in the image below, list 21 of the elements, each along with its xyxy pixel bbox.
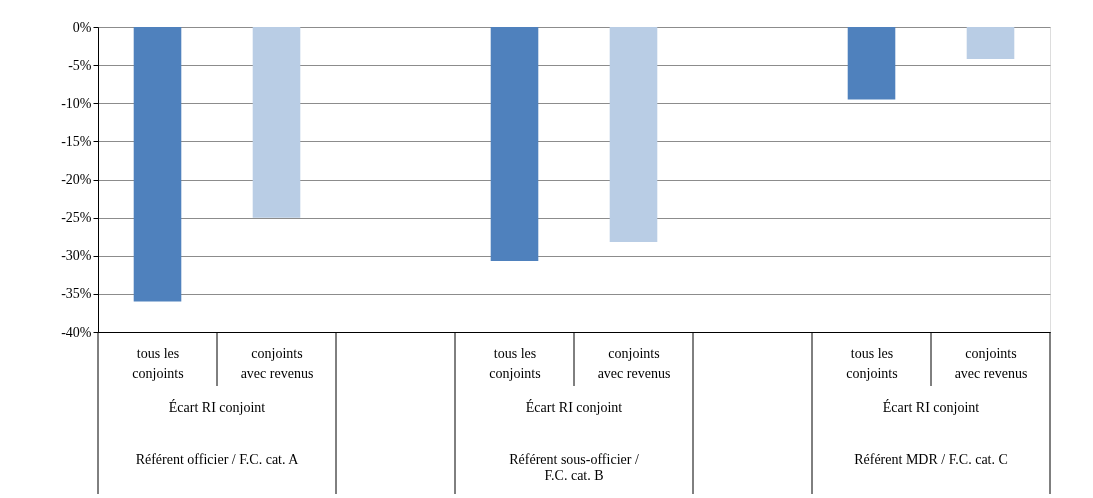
- text: Écart RI conjoint: [525, 399, 623, 415]
- y-tick-label: 0%: [72, 19, 92, 35]
- x-tick-label: tous les conjoints: [846, 345, 898, 381]
- y-tick-label: -15%: [61, 133, 92, 149]
- y-tick-label: -10%: [61, 95, 92, 111]
- y-tick-label: -35%: [61, 286, 92, 302]
- y-tick-label: -30%: [61, 248, 92, 264]
- y-tick-label: -40%: [61, 324, 92, 340]
- text: Écart RI conjoint: [882, 399, 980, 415]
- x-tick-label: tous les conjoints: [132, 345, 184, 381]
- x-tick-label: conjoints avec revenus: [954, 345, 1028, 381]
- x-tick-label: conjoints avec revenus: [597, 345, 671, 381]
- x-tick-label: tous les conjoints: [489, 345, 541, 381]
- y-tick-label: -25%: [61, 210, 92, 226]
- text: Référent MDR / F.C. cat. C: [854, 452, 1008, 467]
- text: Écart RI conjoint: [168, 399, 266, 415]
- y-tick-label: -20%: [61, 172, 92, 187]
- text: Référent officier / F.C. cat. A: [135, 452, 300, 467]
- x-tick-label: conjoints avec revenus: [240, 345, 314, 381]
- text: Référent sous-officier / F.C. cat. B: [509, 452, 639, 483]
- y-tick-label: -5%: [68, 57, 92, 73]
